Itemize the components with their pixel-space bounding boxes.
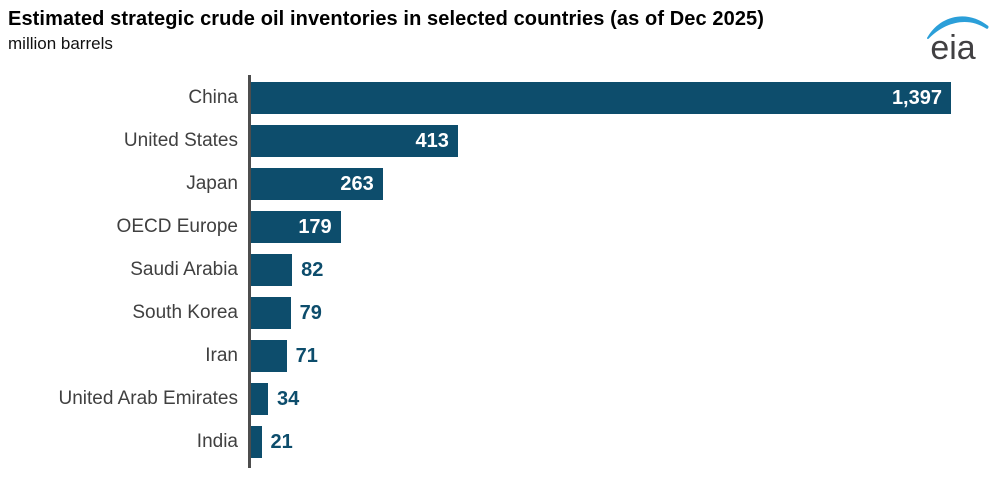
value-label: 179 [298, 215, 332, 238]
bar [251, 254, 293, 286]
bar-row: Saudi Arabia 82 [130, 254, 951, 286]
category-label: United Arab Emirates [58, 388, 238, 409]
category-label: Saudi Arabia [130, 259, 238, 280]
bar-row: South Korea 79 [132, 297, 951, 329]
logo-swoosh-icon [927, 16, 989, 39]
bar: 263 [251, 168, 383, 200]
bar-row: United States 413 [124, 125, 951, 157]
value-label: 82 [301, 258, 324, 281]
value-label: 263 [340, 172, 374, 195]
value-label: 413 [415, 129, 449, 152]
logo-text: eia [930, 29, 975, 64]
bar-row: OECD Europe 179 [117, 211, 951, 243]
bar [251, 426, 262, 458]
bar: 1,397 [251, 82, 951, 114]
category-label: South Korea [132, 302, 238, 323]
eia-logo-graphic: eia [927, 16, 989, 67]
chart-header: Estimated strategic crude oil inventorie… [0, 0, 1000, 67]
bar-row: Japan 263 [186, 168, 951, 200]
value-label: 34 [277, 387, 300, 410]
bar [251, 383, 268, 415]
bar-row: China 1,397 [188, 82, 951, 114]
value-label: 1,397 [891, 86, 942, 109]
chart-unit-subtitle: million barrels [8, 34, 113, 53]
category-label: OECD Europe [116, 216, 238, 237]
category-label: India [196, 431, 238, 452]
value-label: 71 [295, 344, 318, 367]
category-label: United States [123, 130, 238, 151]
bar-row: United Arab Emirates 34 [58, 383, 951, 415]
value-label: 21 [270, 430, 293, 453]
eia-logo: eia [924, 8, 990, 67]
bar: 179 [251, 211, 341, 243]
bar [251, 297, 291, 329]
bar-chart: China 1,397 United States 413 Japan 263 OECD E… [0, 75, 1000, 468]
bar-row: India 21 [197, 426, 951, 458]
chart-title: Estimated strategic crude oil inventorie… [8, 8, 765, 30]
category-label: Iran [205, 345, 238, 366]
category-label: China [188, 87, 238, 108]
value-label: 79 [299, 301, 322, 324]
bar [251, 340, 287, 372]
bar-row: Iran 71 [205, 340, 951, 372]
category-label: Japan [186, 173, 238, 194]
bar: 413 [251, 125, 458, 157]
title-block: Estimated strategic crude oil inventorie… [8, 7, 764, 54]
bar-rows-container: China 1,397 United States 413 Japan 263 OECD E… [58, 75, 951, 468]
